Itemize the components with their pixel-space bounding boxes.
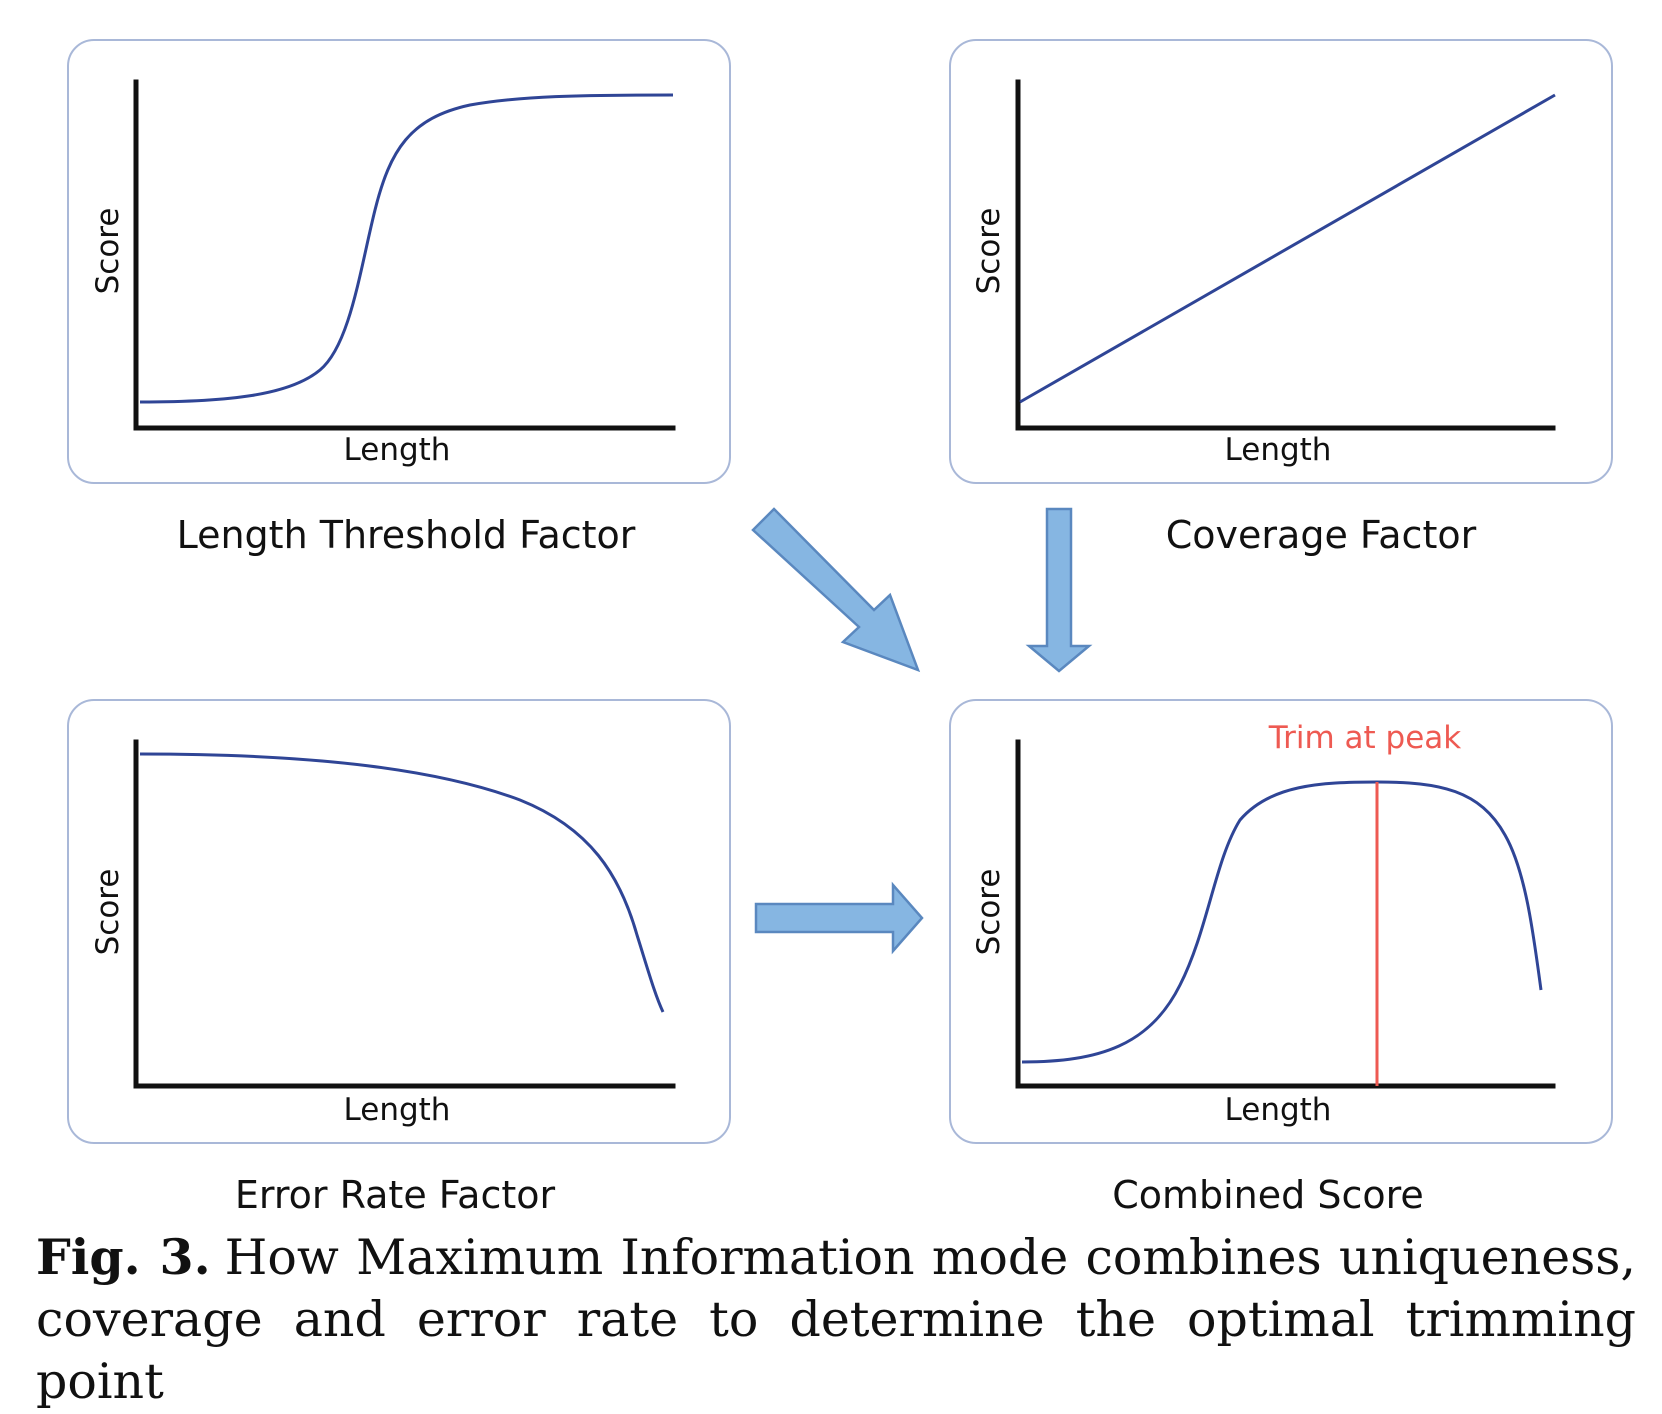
panel-frame: [67, 39, 731, 484]
caption-text: How Maximum Information mode combines un…: [36, 1229, 1637, 1410]
axes: [1015, 79, 1556, 431]
caption-label: Fig. 3.: [36, 1228, 211, 1286]
y-axis-label: Score: [971, 869, 1007, 956]
y-axis-label: Score: [90, 869, 126, 956]
y-axis-label: Score: [90, 208, 126, 295]
panel-frame: [67, 699, 731, 1144]
sigmoid-curve: [139, 93, 674, 404]
panel-length-threshold: Length Score Length Threshold Factor: [67, 39, 731, 557]
axes: [133, 739, 676, 1089]
linear-curve: [1019, 93, 1556, 404]
arrow-right-icon: [754, 881, 924, 955]
x-axis-label: Length: [344, 432, 451, 468]
axes: [133, 79, 676, 431]
panel-title: Coverage Factor: [1166, 513, 1477, 557]
panel-coverage: Length Score Coverage Factor: [949, 39, 1613, 557]
panel-title: Combined Score: [1112, 1173, 1424, 1217]
x-axis-label: Length: [1225, 432, 1332, 468]
panel-frame: [949, 699, 1613, 1144]
axes: [1015, 739, 1556, 1089]
y-axis-label: Score: [971, 208, 1007, 295]
x-axis-label: Length: [1225, 1092, 1332, 1128]
panel-combined: Trim at peak Length Score Combined Score: [949, 699, 1613, 1217]
arrow-diagonal-icon: [751, 507, 921, 673]
panel-title: Length Threshold Factor: [177, 513, 636, 557]
arrow-down-icon: [1025, 507, 1093, 673]
panel-title: Error Rate Factor: [235, 1173, 556, 1217]
combined-curve: [1021, 780, 1543, 1064]
trim-at-peak-label: Trim at peak: [1268, 720, 1462, 756]
panel-frame: [949, 39, 1613, 484]
x-axis-label: Length: [344, 1092, 451, 1128]
decay-curve: [139, 752, 665, 1013]
panel-error-rate: Length Score Error Rate Factor: [67, 699, 731, 1217]
figure-caption: Fig. 3. How Maximum Information mode comb…: [36, 1226, 1636, 1413]
